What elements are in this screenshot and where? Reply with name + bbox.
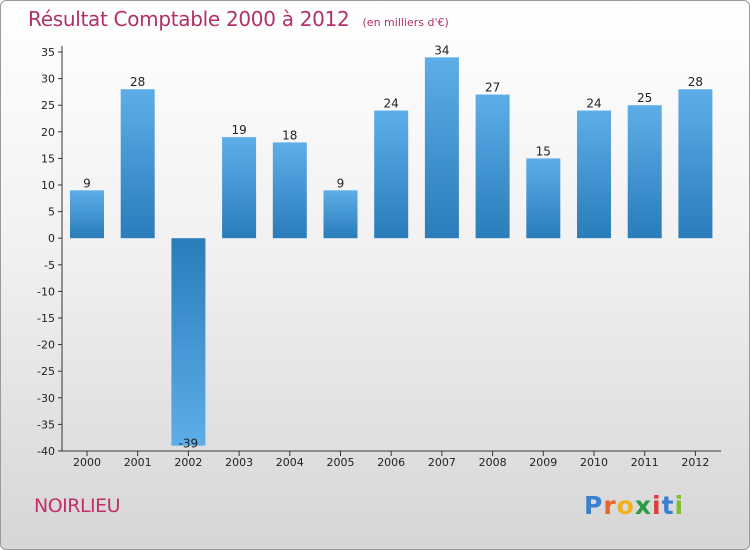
y-tick-label: 0 [48,232,55,245]
x-axis: 2000 2001 2002 2003 2004 2005 2006 2007 2008 2009… [62,450,721,469]
logo-letter: i [652,491,662,520]
bar-value-label: 9 [337,176,345,190]
bar [171,238,206,446]
chart-title-block: Résultat Comptable 2000 à 2012 (en milli… [28,7,449,31]
x-tick-label: 2003 [225,456,253,469]
bar-value-label: 28 [130,75,145,89]
y-tick-label: 20 [41,126,55,139]
proxiti-logo: Proxiti [584,491,684,520]
chart-subtitle: (en milliers d'€) [362,16,449,29]
y-tick-label: 35 [41,46,55,59]
bar-value-label: 19 [231,123,246,137]
bars: 9 28 -39 19 18 9 24 34 27 15 24 25 28 [70,43,713,451]
bar [678,89,713,239]
y-tick-label: -25 [37,365,55,378]
x-tick-label: 2001 [124,456,152,469]
bar [120,89,155,239]
x-tick-label: 2009 [529,456,557,469]
x-tick-label: 2006 [377,456,405,469]
bar [424,57,459,239]
bar-value-label: 28 [688,75,703,89]
x-tick-label: 2000 [73,456,101,469]
bar-value-label: 18 [282,128,297,142]
y-tick-label: 15 [41,152,55,165]
y-tick-label: 5 [48,206,55,219]
bar-value-label: -39 [179,437,199,451]
bar-value-label: 27 [485,81,500,95]
bar [70,190,104,239]
logo-letter: P [584,491,604,520]
x-tick-label: 2007 [428,456,456,469]
bar [577,110,611,239]
y-tick-label: -30 [37,392,55,405]
bar [475,94,510,239]
y-tick-label: -15 [37,312,55,325]
logo-letter: r [603,491,617,520]
logo-letter: t [661,491,675,520]
bar-value-label: 24 [586,97,601,111]
bar [222,137,257,239]
x-tick-label: 2012 [681,456,709,469]
y-tick-label: -10 [37,285,55,298]
logo-letter: x [634,491,652,520]
bar-value-label: 34 [434,43,449,57]
y-tick-label: 30 [41,73,55,86]
bar [627,105,662,239]
x-tick-label: 2002 [174,456,202,469]
y-tick-label: 10 [41,179,55,192]
commune-name: NOIRLIEU [34,495,121,517]
y-tick-label: -35 [37,418,55,431]
bar-value-label: 25 [637,91,652,105]
y-tick-label: 25 [41,99,55,112]
bar [526,158,561,239]
bar [374,110,409,239]
logo-letter: o [616,491,635,520]
x-tick-label: 2004 [276,456,304,469]
bar-value-label: 24 [384,97,399,111]
bar [272,142,307,239]
bar [323,190,358,239]
bar-value-label: 9 [83,176,91,190]
y-tick-label: -5 [44,259,55,272]
y-tick-label: -40 [37,445,55,458]
y-tick-label: -20 [37,339,55,352]
x-tick-label: 2005 [327,456,355,469]
x-tick-label: 2011 [631,456,659,469]
x-tick-label: 2008 [479,456,507,469]
chart-title: Résultat Comptable 2000 à 2012 [28,7,350,31]
bar-value-label: 15 [536,144,551,158]
logo-letter: i [674,491,685,520]
x-tick-label: 2010 [580,456,608,469]
y-axis: 35 30 25 20 15 10 5 0 -5 -10 -15 -20 -25 -30 -35 -40 [37,46,63,458]
